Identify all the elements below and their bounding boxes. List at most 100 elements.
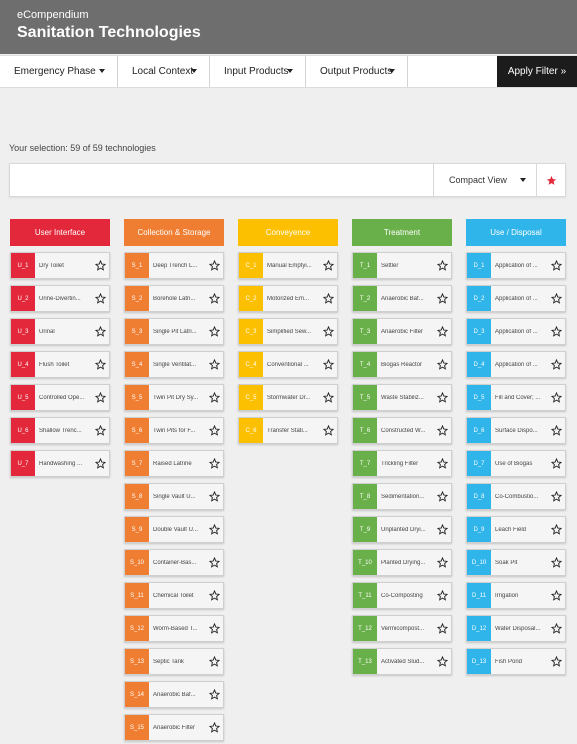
star-outline-icon[interactable] — [209, 359, 220, 370]
technology-card[interactable]: D_8 Co-Combustio... — [466, 483, 566, 510]
technology-card[interactable]: S_11 Chemical Toilet — [124, 582, 224, 609]
star-outline-icon[interactable] — [437, 458, 448, 469]
apply-filter-button[interactable]: Apply Filter » — [497, 56, 577, 87]
star-outline-icon[interactable] — [551, 656, 562, 667]
star-outline-icon[interactable] — [551, 425, 562, 436]
technology-card[interactable]: S_7 Raised Latrine — [124, 450, 224, 477]
technology-card[interactable]: S_15 Anaerobic Filter — [124, 714, 224, 741]
star-outline-icon[interactable] — [437, 524, 448, 535]
technology-card[interactable]: U_3 Urinal — [10, 318, 110, 345]
star-outline-icon[interactable] — [209, 458, 220, 469]
technology-card[interactable]: D_13 Fish Pond — [466, 648, 566, 675]
star-outline-icon[interactable] — [323, 326, 334, 337]
star-outline-icon[interactable] — [551, 326, 562, 337]
view-mode-select[interactable]: Compact View — [433, 164, 536, 196]
filter-emergency-phase[interactable]: Emergency Phase — [0, 56, 118, 87]
star-outline-icon[interactable] — [437, 392, 448, 403]
technology-card[interactable]: S_9 Double Vault U... — [124, 516, 224, 543]
technology-card[interactable]: D_10 Soak Pit — [466, 549, 566, 576]
technology-card[interactable]: T_12 Vermicompost... — [352, 615, 452, 642]
technology-card[interactable]: D_12 Water Disposal... — [466, 615, 566, 642]
technology-card[interactable]: S_10 Container-Bas... — [124, 549, 224, 576]
technology-card[interactable]: U_2 Urine-Divertin... — [10, 285, 110, 312]
star-outline-icon[interactable] — [95, 458, 106, 469]
star-outline-icon[interactable] — [323, 293, 334, 304]
star-outline-icon[interactable] — [551, 557, 562, 568]
technology-card[interactable]: D_3 Application of ... — [466, 318, 566, 345]
star-outline-icon[interactable] — [209, 326, 220, 337]
technology-card[interactable]: T_4 Biogas Reactor — [352, 351, 452, 378]
technology-card[interactable]: T_11 Co-Composting — [352, 582, 452, 609]
technology-card[interactable]: C_4 Conventional ... — [238, 351, 338, 378]
star-outline-icon[interactable] — [551, 623, 562, 634]
star-outline-icon[interactable] — [95, 425, 106, 436]
filter-input-products[interactable]: Input Products — [210, 56, 306, 87]
star-outline-icon[interactable] — [209, 524, 220, 535]
technology-card[interactable]: S_13 Septic Tank — [124, 648, 224, 675]
technology-card[interactable]: D_7 Use of Biogas — [466, 450, 566, 477]
technology-card[interactable]: S_12 Worm-Based T... — [124, 615, 224, 642]
star-outline-icon[interactable] — [437, 425, 448, 436]
star-outline-icon[interactable] — [551, 260, 562, 271]
star-outline-icon[interactable] — [323, 359, 334, 370]
star-outline-icon[interactable] — [95, 293, 106, 304]
star-outline-icon[interactable] — [209, 722, 220, 733]
star-outline-icon[interactable] — [323, 392, 334, 403]
star-outline-icon[interactable] — [209, 557, 220, 568]
technology-card[interactable]: T_13 Activated Slud... — [352, 648, 452, 675]
star-outline-icon[interactable] — [209, 491, 220, 502]
technology-card[interactable]: S_14 Anaerobic Baf... — [124, 681, 224, 708]
technology-card[interactable]: S_1 Deep Trench L... — [124, 252, 224, 279]
star-outline-icon[interactable] — [209, 689, 220, 700]
technology-card[interactable]: C_1 Manual Emptyi... — [238, 252, 338, 279]
star-outline-icon[interactable] — [95, 359, 106, 370]
technology-card[interactable]: U_1 Dry Toilet — [10, 252, 110, 279]
technology-card[interactable]: S_5 Twin Pit Dry Sy... — [124, 384, 224, 411]
technology-card[interactable]: T_5 Waste Stabiliz... — [352, 384, 452, 411]
star-outline-icon[interactable] — [551, 293, 562, 304]
technology-card[interactable]: D_2 Application of ... — [466, 285, 566, 312]
technology-card[interactable]: C_3 Simplified Sew... — [238, 318, 338, 345]
technology-card[interactable]: C_6 Transfer Stati... — [238, 417, 338, 444]
star-outline-icon[interactable] — [209, 656, 220, 667]
star-outline-icon[interactable] — [437, 590, 448, 601]
technology-card[interactable]: D_6 Surface Dispo... — [466, 417, 566, 444]
search-input[interactable] — [10, 164, 433, 196]
star-outline-icon[interactable] — [437, 491, 448, 502]
technology-card[interactable]: D_4 Application of ... — [466, 351, 566, 378]
technology-card[interactable]: T_8 Sedimentation... — [352, 483, 452, 510]
star-outline-icon[interactable] — [551, 392, 562, 403]
technology-card[interactable]: T_10 Planted Drying... — [352, 549, 452, 576]
technology-card[interactable]: D_9 Leach Field — [466, 516, 566, 543]
technology-card[interactable]: T_2 Anaerobic Baf... — [352, 285, 452, 312]
filter-output-products[interactable]: Output Products — [306, 56, 408, 87]
technology-card[interactable]: C_5 Stormwater Dr... — [238, 384, 338, 411]
star-outline-icon[interactable] — [437, 293, 448, 304]
technology-card[interactable]: T_9 Unplanted Dryi... — [352, 516, 452, 543]
star-outline-icon[interactable] — [209, 293, 220, 304]
technology-card[interactable]: D_1 Application of ... — [466, 252, 566, 279]
favorites-filter-button[interactable] — [536, 164, 566, 196]
star-outline-icon[interactable] — [323, 425, 334, 436]
technology-card[interactable]: D_11 Irrigation — [466, 582, 566, 609]
technology-card[interactable]: D_5 Fill and Cover; ... — [466, 384, 566, 411]
star-outline-icon[interactable] — [551, 590, 562, 601]
technology-card[interactable]: T_1 Settler — [352, 252, 452, 279]
technology-card[interactable]: U_6 Shallow Trenc... — [10, 417, 110, 444]
technology-card[interactable]: T_6 Constructed W... — [352, 417, 452, 444]
star-outline-icon[interactable] — [209, 590, 220, 601]
star-outline-icon[interactable] — [209, 623, 220, 634]
star-outline-icon[interactable] — [551, 359, 562, 370]
technology-card[interactable]: C_2 Motorized Em... — [238, 285, 338, 312]
technology-card[interactable]: U_7 Handwashing ... — [10, 450, 110, 477]
filter-local-context[interactable]: Local Context — [118, 56, 210, 87]
technology-card[interactable]: S_8 Single Vault U... — [124, 483, 224, 510]
technology-card[interactable]: T_7 Trickling Filter — [352, 450, 452, 477]
technology-card[interactable]: S_3 Single Pit Latri... — [124, 318, 224, 345]
star-outline-icon[interactable] — [209, 425, 220, 436]
star-outline-icon[interactable] — [95, 392, 106, 403]
technology-card[interactable]: S_2 Borehole Latri... — [124, 285, 224, 312]
star-outline-icon[interactable] — [437, 656, 448, 667]
star-outline-icon[interactable] — [209, 392, 220, 403]
star-outline-icon[interactable] — [551, 524, 562, 535]
